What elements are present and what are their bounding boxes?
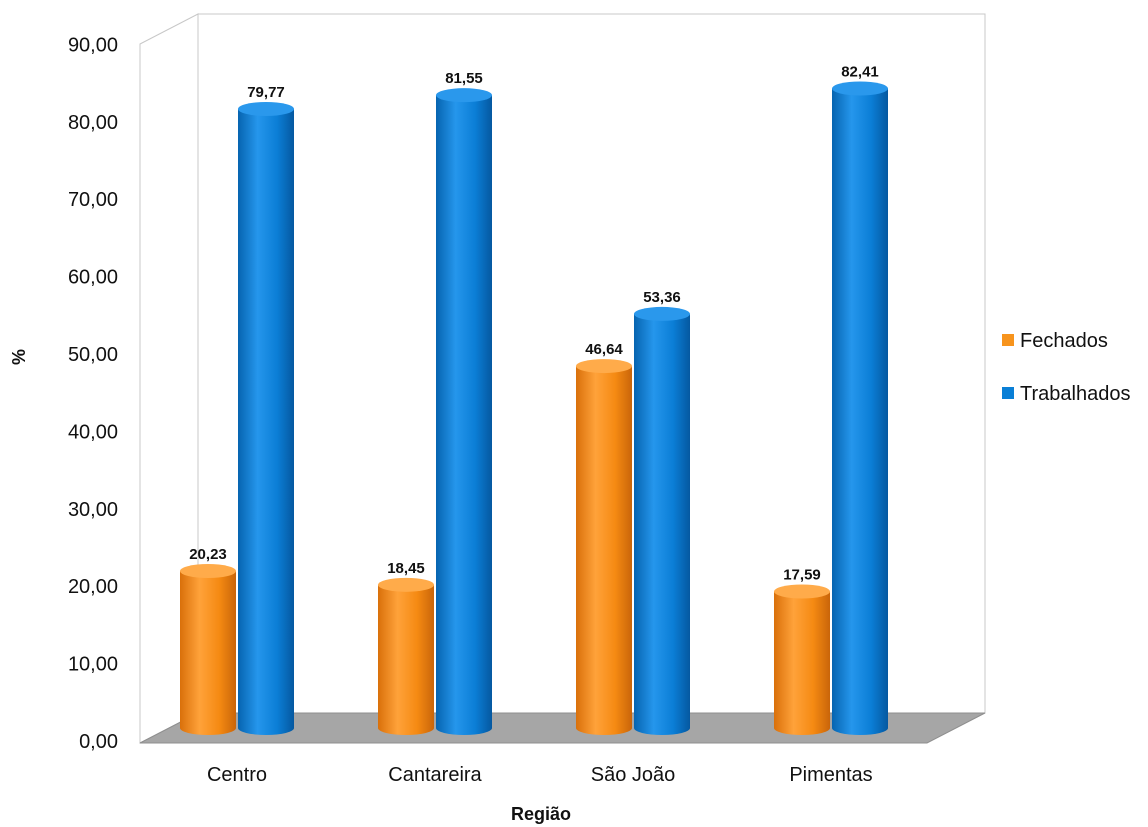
bar-fechados-centro <box>180 564 236 735</box>
legend: Fechados Trabalhados <box>1002 330 1130 405</box>
y-axis: 0,00 10,00 20,00 30,00 40,00 50,00 60,00 70,00 8… <box>68 34 118 753</box>
bar-trabalhados-pimentas <box>832 81 888 735</box>
y-tick-label: 20,00 <box>68 576 118 598</box>
y-tick-label: 40,00 <box>68 421 118 443</box>
data-label-trabalhados-cantareira: 81,55 <box>445 70 483 87</box>
data-label-fechados-cantareira: 18,45 <box>387 560 425 577</box>
data-label-trabalhados-pimentas: 82,41 <box>841 63 879 80</box>
bar-trabalhados-sao-joao <box>634 306 690 735</box>
data-label-trabalhados-centro: 79,77 <box>247 84 285 101</box>
y-tick-label: 0,00 <box>79 731 118 753</box>
bars-group: 20,23 79,77 18,45 81,55 46,64 53,36 17,59 82,41 <box>180 63 888 735</box>
data-label-trabalhados-sao-joao: 53,36 <box>643 289 681 306</box>
data-label-fechados-sao-joao: 46,64 <box>585 341 623 358</box>
y-tick-label: 30,00 <box>68 499 118 521</box>
x-axis-title: Região <box>511 804 571 824</box>
bar-fechados-sao-joao <box>576 359 632 735</box>
y-tick-label: 90,00 <box>68 34 118 56</box>
x-tick-label: Pimentas <box>789 764 872 786</box>
bar-fechados-cantareira <box>378 577 434 735</box>
y-tick-label: 70,00 <box>68 189 118 211</box>
x-tick-label: São João <box>591 764 676 786</box>
bar-trabalhados-centro <box>238 101 294 735</box>
legend-swatch-trabalhados <box>1002 387 1014 399</box>
legend-label-fechados: Fechados <box>1020 330 1108 352</box>
y-tick-label: 80,00 <box>68 112 118 134</box>
y-tick-label: 10,00 <box>68 654 118 676</box>
x-tick-label: Centro <box>207 764 267 786</box>
chart-floor <box>139 712 986 744</box>
x-tick-label: Cantareira <box>388 764 482 786</box>
data-label-fechados-pimentas: 17,59 <box>783 567 821 584</box>
y-tick-label: 60,00 <box>68 267 118 289</box>
bar-trabalhados-cantareira <box>436 88 492 735</box>
bar-fechados-pimentas <box>774 584 830 735</box>
y-axis-title: % <box>9 349 29 365</box>
x-axis: Centro Cantareira São João Pimentas <box>207 764 873 786</box>
data-label-fechados-centro: 20,23 <box>189 546 227 563</box>
y-tick-label: 50,00 <box>68 344 118 366</box>
legend-swatch-fechados <box>1002 334 1014 346</box>
legend-label-trabalhados: Trabalhados <box>1020 383 1130 405</box>
